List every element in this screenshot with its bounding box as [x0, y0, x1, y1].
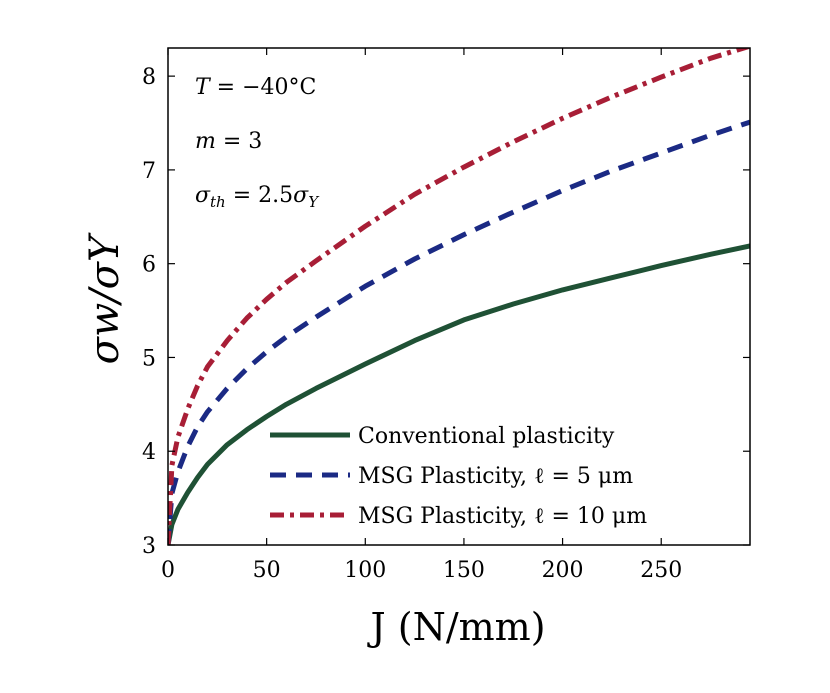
annotation-sigma-th: σth = 2.5σY: [195, 183, 320, 211]
legend: Conventional plasticity MSG Plasticity, …: [270, 424, 647, 529]
x-axis-label: J (N/mm): [366, 605, 545, 649]
x-tick-label: 50: [253, 558, 281, 583]
legend-label-msg-5: MSG Plasticity, ℓ = 5 μm: [358, 464, 633, 489]
x-tick-label: 150: [443, 558, 485, 583]
annotation-m-value: m = 3: [195, 129, 262, 154]
plot-frame: [167, 47, 751, 546]
y-tick-label: 8: [142, 65, 156, 90]
y-tick-label: 5: [142, 346, 156, 371]
plot-layer: [168, 48, 750, 545]
x-tick-label: 200: [542, 558, 584, 583]
y-tick-label: 6: [142, 253, 156, 278]
annotation-temperature: T = −40°C: [195, 75, 316, 100]
y-tick-label: 3: [142, 534, 156, 559]
x-tick-label: 0: [161, 558, 175, 583]
y-axis-label: σw/σY: [82, 232, 128, 364]
legend-label-conventional: Conventional plasticity: [358, 424, 615, 449]
series-line-2: [168, 48, 750, 545]
series-line-0: [168, 243, 750, 545]
series-line-1: [168, 119, 750, 545]
legend-label-msg-10: MSG Plasticity, ℓ = 10 μm: [358, 504, 647, 529]
x-tick-label: 250: [640, 558, 682, 583]
x-tick-label: 100: [344, 558, 386, 583]
ticks-layer: 0 50 100 150 200 250 3 4 5 6 7 8: [142, 48, 750, 583]
y-tick-label: 7: [142, 159, 156, 184]
y-tick-label: 4: [142, 440, 156, 465]
